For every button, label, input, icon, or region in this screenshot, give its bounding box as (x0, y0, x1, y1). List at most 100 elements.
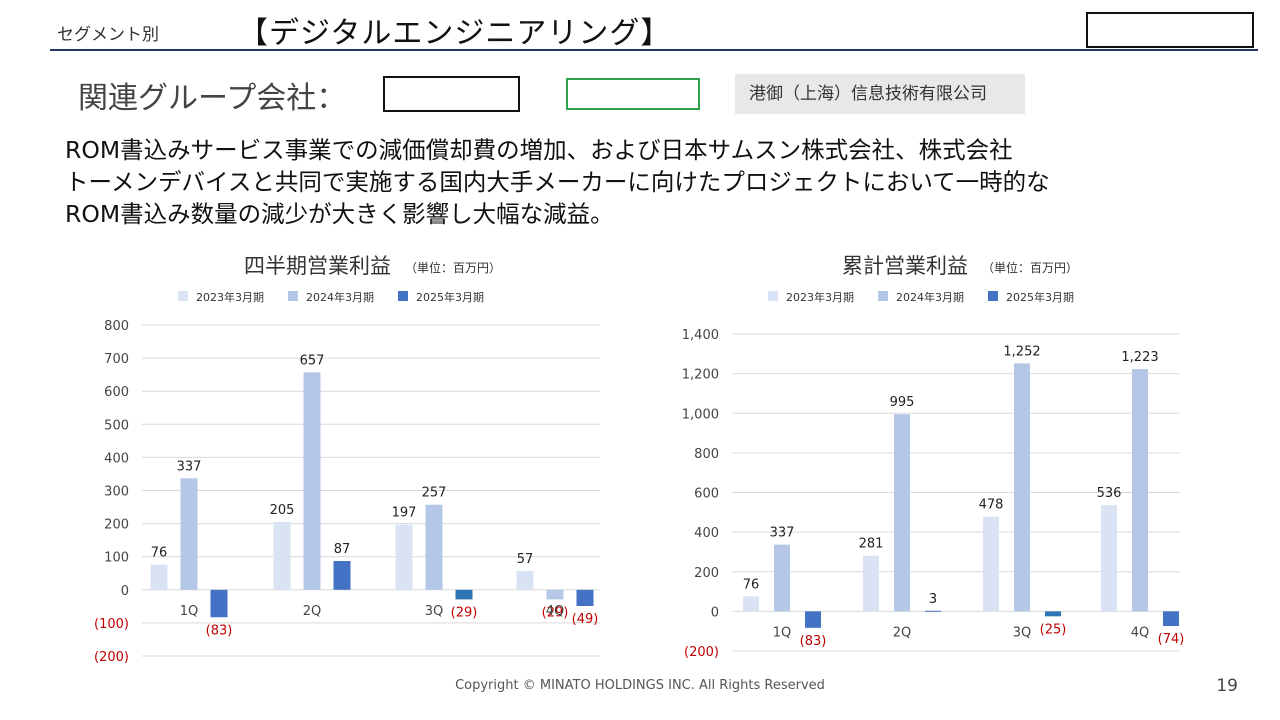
legend-label: 2023年3月期 (786, 290, 854, 304)
data-label: 257 (422, 486, 447, 501)
bar (1101, 505, 1117, 612)
y-tick-label: 100 (104, 551, 129, 566)
data-label: 536 (1097, 486, 1122, 501)
legend-label: 2025年3月期 (1006, 290, 1074, 304)
x-tick-label: 2Q (303, 604, 322, 619)
bar (983, 516, 999, 612)
bar (425, 504, 443, 590)
legend-label: 2024年3月期 (306, 290, 374, 304)
quarterly-chart-title: 四半期営業利益 （単位：百万円） (244, 250, 501, 280)
data-label: 76 (743, 577, 760, 592)
subsidiary-cn-name: 港御（上海）信息技術有限公司 (735, 74, 1025, 114)
bar (925, 610, 941, 612)
data-label: 205 (270, 503, 295, 518)
y-tick-label: 500 (104, 418, 129, 433)
bar (455, 589, 473, 600)
data-label: 1,252 (1003, 344, 1040, 359)
y-tick-label: 800 (104, 319, 129, 334)
bar (210, 589, 228, 618)
page-title: 【デジタルエンジニアリング】 (238, 16, 672, 51)
bar (894, 414, 910, 612)
y-tick-label: 400 (104, 451, 129, 466)
x-tick-label: 4Q (546, 604, 565, 619)
bar (805, 611, 821, 628)
x-tick-label: 3Q (425, 604, 444, 619)
legend-label: 2023年3月期 (196, 290, 264, 304)
data-label: (49) (572, 612, 599, 627)
y-tick-label: 1,200 (682, 368, 719, 383)
y-tick-label: 700 (104, 352, 129, 367)
data-label: (25) (1040, 622, 1067, 637)
y-tick-label: 800 (694, 447, 719, 462)
bar (395, 524, 413, 590)
data-label: 87 (334, 542, 351, 557)
y-tick-label: (100) (94, 617, 129, 632)
data-label: 281 (859, 537, 884, 552)
y-tick-label: (200) (684, 645, 719, 660)
bar (273, 521, 291, 590)
data-label: 337 (177, 459, 202, 474)
x-tick-label: 4Q (1131, 625, 1150, 640)
data-label: 3 (929, 592, 937, 607)
y-tick-label: (200) (94, 650, 129, 665)
bar (333, 561, 351, 590)
bar (1045, 611, 1061, 617)
chart-title-text: 累計営業利益 (842, 254, 968, 278)
data-label: (83) (206, 623, 233, 638)
summary-line: ROM書込み数量の減少が大きく影響し大幅な減益。 (65, 200, 614, 228)
bar (516, 570, 534, 590)
legend-swatch (878, 291, 888, 301)
bar (863, 555, 879, 612)
x-tick-label: 3Q (1013, 625, 1032, 640)
bar (1014, 363, 1030, 612)
data-label: 995 (890, 395, 915, 410)
bar (150, 564, 168, 590)
data-label: (74) (1158, 632, 1185, 647)
bar (1163, 611, 1179, 627)
bar (303, 372, 321, 590)
y-tick-label: 200 (694, 566, 719, 581)
cumulative-operating-profit-chart: (200) 0 200 400 600 800 1,000 1,200 1,400 76 281 47… (682, 290, 1185, 660)
legend-swatch (178, 291, 188, 301)
data-label: 1,223 (1121, 350, 1158, 365)
y-tick-label: 1,000 (682, 407, 719, 422)
x-tick-label: 1Q (180, 604, 199, 619)
cumulative-chart-title: 累計営業利益 （単位：百万円） (842, 250, 1078, 280)
legend-label: 2025年3月期 (416, 290, 484, 304)
bar (180, 478, 198, 590)
bar (576, 589, 594, 607)
explorer-logo-placeholder (566, 78, 700, 110)
y-tick-label: 600 (104, 385, 129, 400)
data-label: 76 (151, 546, 168, 561)
bar (546, 589, 564, 600)
summary-text: ROM書込みサービス事業での減価償却費の増加、および日本サムスン株式会社、株式会… (65, 134, 1245, 230)
data-label: (29) (542, 605, 569, 620)
y-tick-label: 1,400 (682, 328, 719, 343)
related-companies-label: 関連グループ会社： (78, 81, 347, 116)
legend-swatch (288, 291, 298, 301)
chart-unit-label: （単位：百万円） (982, 260, 1079, 275)
legend-swatch (988, 291, 998, 301)
y-tick-label: 200 (104, 518, 129, 533)
data-label: 657 (300, 353, 325, 368)
chart-title-text: 四半期営業利益 (244, 254, 391, 278)
y-tick-label: 0 (711, 605, 719, 620)
copyright-footer: Copyright © MINATO HOLDINGS INC. All Rig… (455, 678, 825, 693)
data-label: 337 (770, 526, 795, 541)
y-tick-label: 0 (121, 584, 129, 599)
x-tick-label: 1Q (773, 625, 792, 640)
bar (774, 544, 790, 612)
bar (743, 596, 759, 612)
bar (1132, 369, 1148, 612)
data-label: 57 (517, 552, 534, 567)
summary-line: ROM書込みサービス事業での減価償却費の増加、および日本サムスン株式会社、株式会… (65, 136, 1013, 164)
y-tick-label: 600 (694, 487, 719, 502)
y-tick-label: 300 (104, 485, 129, 500)
data-label: 478 (979, 498, 1004, 513)
chart-unit-label: （単位：百万円） (405, 260, 502, 275)
minato-logo-placeholder (383, 76, 520, 112)
segment-label: セグメント別 (57, 25, 159, 45)
y-tick-label: 400 (694, 526, 719, 541)
data-label: (29) (451, 605, 478, 620)
page-number: 19 (1216, 676, 1238, 696)
